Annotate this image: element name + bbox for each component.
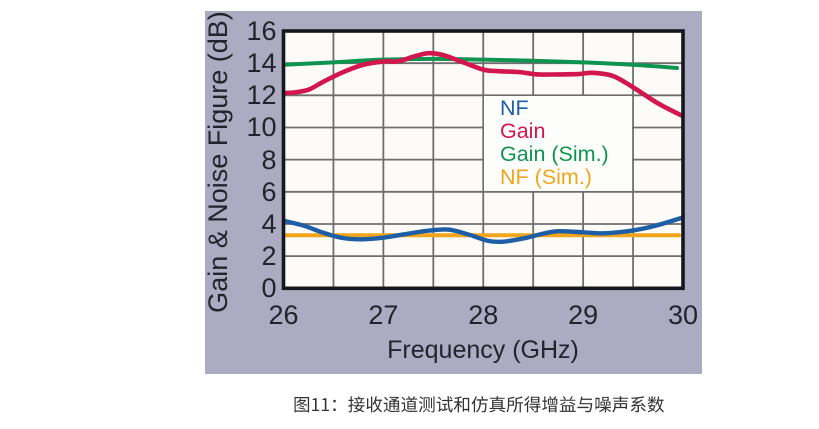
chart-legend: NF Gain Gain (Sim.) NF (Sim.): [500, 97, 609, 189]
x-tick-label: 28: [468, 300, 499, 331]
y-tick-label: 0: [261, 273, 277, 304]
legend-label-gain: Gain: [500, 119, 546, 143]
x-tick-label: 26: [268, 300, 299, 331]
figure-caption-glyphs: [294, 396, 664, 413]
x-tick-label: 29: [568, 300, 599, 331]
series-curve-gain: [282, 50, 685, 119]
legend-label-nf-sim: NF (Sim.): [500, 165, 592, 189]
y-tick-label: 14: [246, 48, 277, 79]
x-tick-label: 30: [667, 300, 699, 331]
y-tick-label: 16: [246, 16, 277, 46]
y-tick-label: 10: [246, 112, 277, 143]
y-tick-label: 2: [261, 241, 277, 272]
axes-frame: [281, 29, 685, 291]
chart-plot-area: [281, 29, 685, 291]
data-series-curves: [282, 50, 685, 245]
figure-caption: 图11：接收通道测试和仿真所得增益与噪声系数: [293, 394, 673, 418]
y-axis-title: Gain & Noise Figure (dB): [203, 11, 233, 313]
legend-label-nf: NF: [500, 96, 529, 120]
y-tick-label: 8: [261, 144, 277, 175]
x-tick-label: 27: [368, 300, 399, 331]
y-tick-label: 6: [261, 176, 277, 207]
figure-caption-text: 图11：接收通道测试和仿真所得增益与噪声系数: [293, 394, 673, 416]
x-axis-title: Frequency (GHz): [387, 336, 579, 364]
series-curve-nf: [282, 215, 685, 245]
legend-background: [484, 96, 632, 191]
series-curve-gain-sim: [282, 56, 680, 70]
y-tick-label: 12: [246, 80, 277, 111]
legend-label-gain-sim: Gain (Sim.): [500, 142, 609, 166]
y-tick-label: 4: [261, 208, 277, 239]
chart-panel: 0 2 4 6 8 10 12 14 16 26 27 28 29 30 Gain & Noise Fi…: [203, 11, 702, 374]
